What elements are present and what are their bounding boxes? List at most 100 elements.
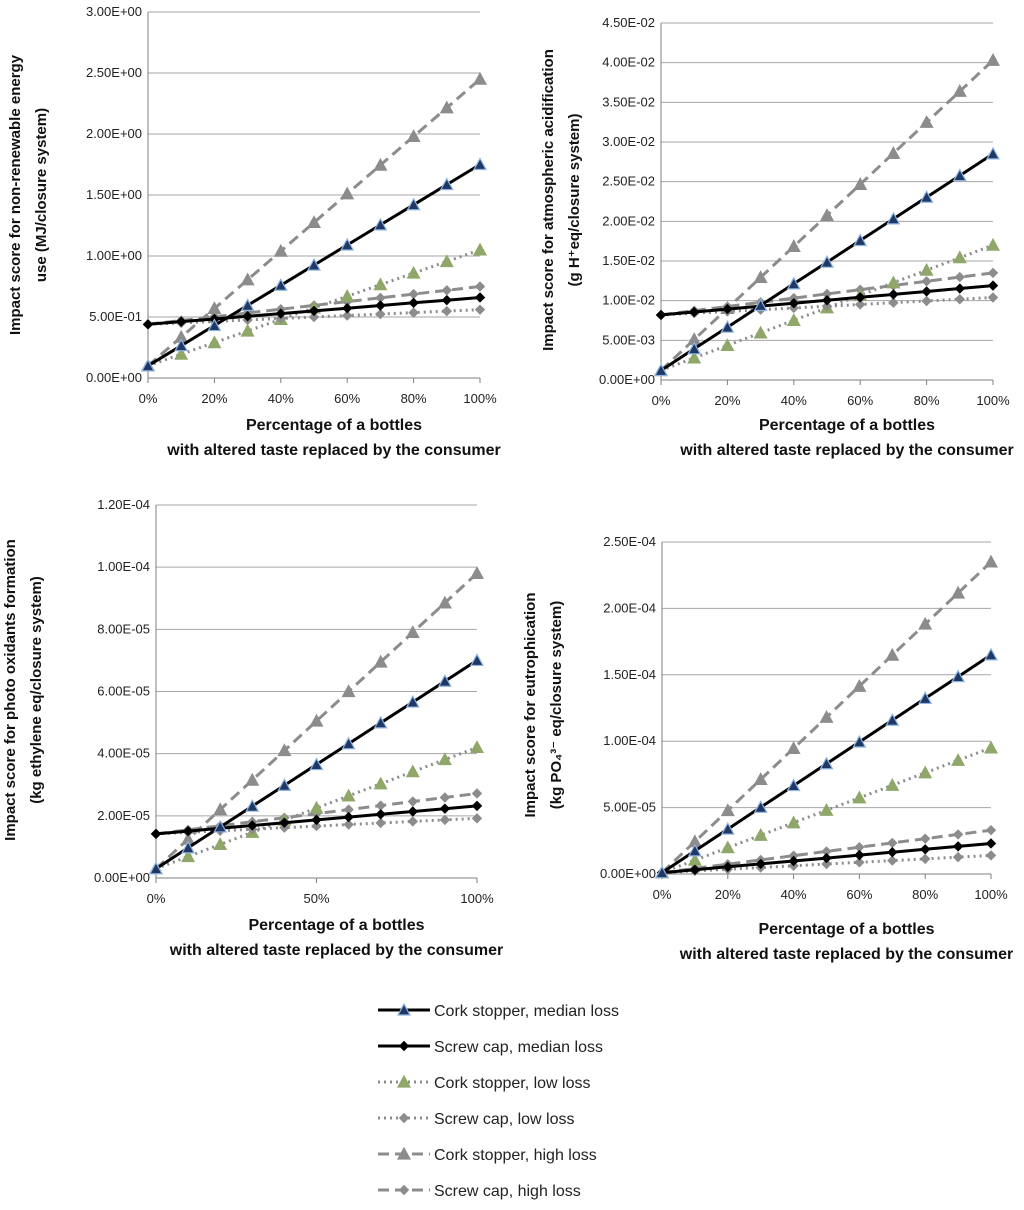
data-point bbox=[308, 305, 320, 317]
data-point bbox=[987, 267, 999, 279]
data-point bbox=[687, 341, 702, 355]
data-point bbox=[788, 297, 800, 309]
data-point bbox=[919, 833, 931, 844]
data-point bbox=[373, 776, 388, 790]
data-point bbox=[919, 189, 934, 203]
data-point bbox=[441, 294, 453, 306]
data-point bbox=[373, 654, 388, 668]
data-point bbox=[277, 743, 292, 757]
data-point bbox=[985, 838, 997, 849]
y-axis-label: Impact score for atmospheric acidificati… bbox=[540, 49, 557, 351]
data-point bbox=[341, 684, 356, 698]
data-point bbox=[245, 798, 260, 812]
data-point bbox=[919, 262, 934, 276]
data-point bbox=[439, 100, 454, 114]
legend-label: Cork stopper, low loss bbox=[434, 1075, 591, 1092]
data-point bbox=[341, 303, 353, 314]
series-3 bbox=[655, 292, 999, 321]
data-point bbox=[886, 211, 901, 225]
data-point bbox=[181, 840, 196, 854]
data-point bbox=[722, 861, 734, 873]
data-point bbox=[987, 292, 999, 303]
legend-swatch-marker bbox=[398, 1184, 410, 1196]
data-point bbox=[150, 828, 162, 840]
data-point bbox=[373, 715, 388, 729]
data-point bbox=[821, 858, 832, 870]
legend-swatch-marker bbox=[398, 1112, 410, 1124]
data-point bbox=[885, 647, 900, 661]
data-point bbox=[182, 825, 194, 837]
data-point bbox=[311, 814, 322, 826]
y-tick-label: 1.00E-04 bbox=[603, 733, 656, 748]
data-point bbox=[888, 289, 899, 300]
data-point bbox=[753, 298, 768, 312]
data-point bbox=[207, 335, 222, 349]
series-4 bbox=[140, 71, 488, 372]
x-tick-label: 50% bbox=[303, 891, 329, 906]
data-point bbox=[688, 306, 700, 318]
series-line bbox=[661, 853, 992, 875]
data-point bbox=[885, 712, 900, 726]
data-point bbox=[273, 278, 288, 291]
data-point bbox=[654, 865, 670, 879]
y-tick-label: 0.00E+00 bbox=[599, 372, 655, 387]
legend-swatch-marker bbox=[396, 1146, 412, 1160]
x-tick-label: 20% bbox=[201, 391, 227, 406]
data-point bbox=[341, 310, 353, 321]
data-point bbox=[987, 280, 999, 291]
y-tick-label: 2.00E-05 bbox=[97, 808, 150, 823]
data-point bbox=[273, 243, 288, 257]
data-point bbox=[240, 298, 255, 312]
data-point bbox=[441, 305, 453, 317]
data-point bbox=[213, 837, 228, 851]
data-point bbox=[474, 281, 486, 292]
series-line bbox=[147, 308, 481, 326]
chart-photo_oxidants: 0.00E+00 2.00E-05 4.00E-05 6.00E-05 8.00E-05… bbox=[2, 497, 503, 959]
data-point bbox=[242, 311, 253, 322]
series-1 bbox=[142, 292, 486, 330]
data-point bbox=[786, 239, 801, 253]
data-point bbox=[853, 233, 868, 247]
y-tick-label: 2.50E+00 bbox=[86, 65, 142, 80]
data-point bbox=[854, 292, 866, 303]
y-tick-label: 3.50E-02 bbox=[602, 94, 655, 109]
data-point bbox=[472, 71, 488, 85]
x-tick-label: 0% bbox=[147, 891, 166, 906]
x-tick-label: 80% bbox=[401, 391, 427, 406]
data-point bbox=[174, 338, 189, 352]
data-point bbox=[788, 855, 799, 867]
x-tick-label: 60% bbox=[846, 887, 872, 902]
series-line bbox=[661, 828, 992, 875]
data-point bbox=[341, 788, 356, 802]
data-point bbox=[951, 585, 966, 599]
data-point bbox=[439, 814, 451, 826]
data-point bbox=[405, 764, 420, 778]
legend-item: Screw cap, median loss bbox=[378, 1039, 603, 1056]
data-point bbox=[439, 803, 451, 814]
data-point bbox=[407, 796, 419, 807]
legend-label: Cork stopper, high loss bbox=[434, 1147, 597, 1164]
data-point bbox=[887, 837, 898, 849]
data-point bbox=[469, 740, 485, 754]
series-line bbox=[154, 572, 479, 870]
data-point bbox=[175, 316, 187, 327]
data-point bbox=[720, 319, 735, 333]
series-0 bbox=[148, 653, 485, 875]
data-point bbox=[406, 197, 421, 211]
data-point bbox=[821, 852, 832, 864]
data-point bbox=[921, 295, 932, 307]
data-point bbox=[343, 811, 354, 823]
data-point bbox=[952, 250, 967, 264]
y-axis-label: Impact score for eutrophication bbox=[522, 592, 539, 817]
y-tick-label: 3.00E-02 bbox=[602, 134, 655, 149]
data-point bbox=[951, 669, 966, 683]
series-0 bbox=[654, 647, 999, 879]
data-point bbox=[306, 257, 322, 271]
y-tick-label: 4.00E-05 bbox=[97, 746, 150, 761]
data-point bbox=[653, 363, 669, 377]
data-point bbox=[373, 277, 388, 291]
x-axis-label: with altered taste replaced by the consu… bbox=[166, 442, 500, 459]
data-point bbox=[437, 752, 452, 766]
x-axis-label: Percentage of a bottles bbox=[759, 417, 935, 434]
y-tick-label: 4.00E-02 bbox=[602, 55, 655, 70]
